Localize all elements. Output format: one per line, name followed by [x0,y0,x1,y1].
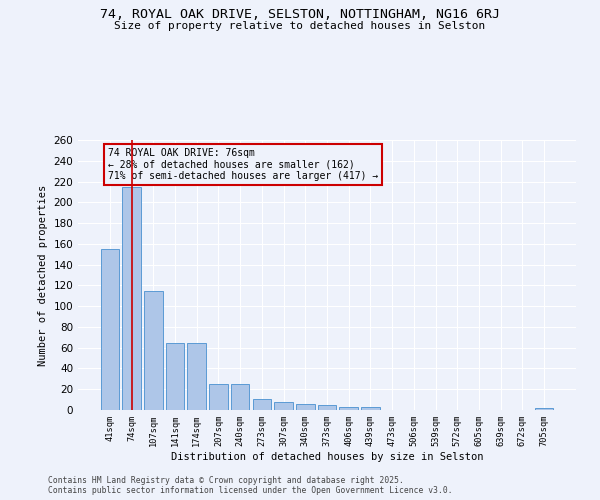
Text: Size of property relative to detached houses in Selston: Size of property relative to detached ho… [115,21,485,31]
Bar [318,405,336,410]
Bar [101,249,119,410]
Bar [231,384,250,410]
Bar [274,402,293,410]
X-axis label: Distribution of detached houses by size in Selston: Distribution of detached houses by size … [171,452,483,462]
Bar [535,408,553,410]
Bar [296,404,314,410]
Text: Contains HM Land Registry data © Crown copyright and database right 2025.: Contains HM Land Registry data © Crown c… [48,476,404,485]
Bar [166,342,184,410]
Bar [187,342,206,410]
Text: 74, ROYAL OAK DRIVE, SELSTON, NOTTINGHAM, NG16 6RJ: 74, ROYAL OAK DRIVE, SELSTON, NOTTINGHAM… [100,8,500,20]
Y-axis label: Number of detached properties: Number of detached properties [38,184,48,366]
Bar [361,407,380,410]
Bar [340,407,358,410]
Text: 74 ROYAL OAK DRIVE: 76sqm
← 28% of detached houses are smaller (162)
71% of semi: 74 ROYAL OAK DRIVE: 76sqm ← 28% of detac… [108,148,378,182]
Text: Contains public sector information licensed under the Open Government Licence v3: Contains public sector information licen… [48,486,452,495]
Bar [253,398,271,410]
Bar [122,186,141,410]
Bar [144,290,163,410]
Bar [209,384,227,410]
